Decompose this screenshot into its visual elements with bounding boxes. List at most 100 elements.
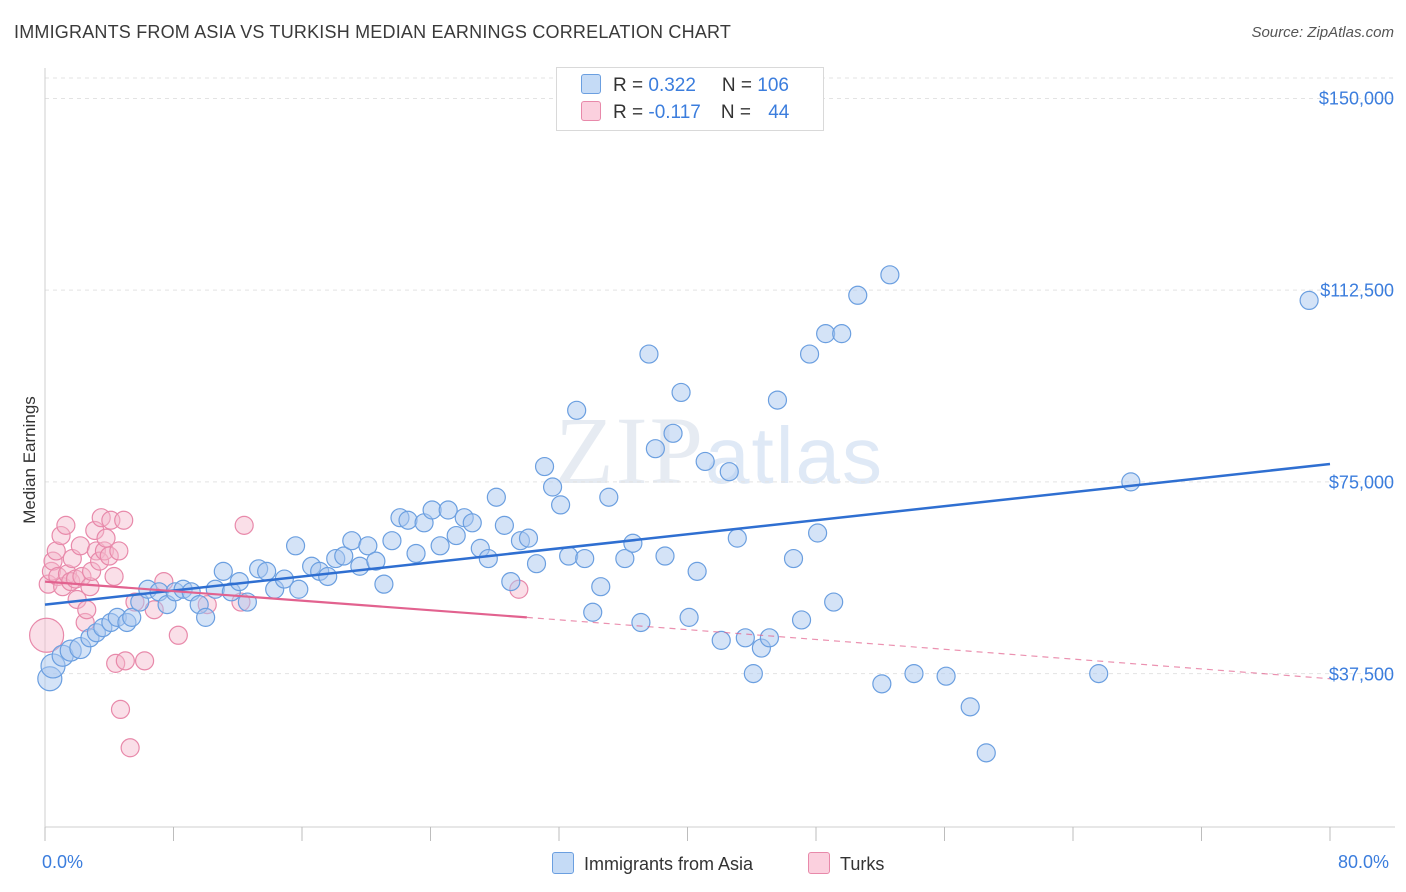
asia-point: [783, 548, 804, 569]
asia-point: [1299, 290, 1319, 310]
asia-point: [478, 548, 498, 569]
asia-point: [711, 630, 731, 650]
turks-point: [110, 699, 131, 720]
asia-point: [486, 487, 506, 507]
y-tick-label: $112,500: [1320, 280, 1394, 301]
asia-point: [438, 500, 458, 520]
asia-point: [583, 602, 603, 622]
asia-point: [559, 546, 579, 566]
turks-swatch-icon: [581, 101, 601, 121]
turks-point: [77, 600, 97, 620]
asia-point: [671, 382, 691, 403]
turks-point: [104, 566, 124, 587]
asia-point: [551, 495, 571, 515]
turks-point: [134, 651, 155, 671]
asia-point: [494, 515, 514, 535]
y-tick-label: $150,000: [1318, 88, 1394, 109]
turks-point: [81, 561, 102, 581]
asia-points: [37, 265, 1319, 763]
turks-point: [114, 510, 134, 530]
turks-point: [56, 515, 76, 535]
asia-point: [695, 451, 715, 472]
asia-point: [213, 561, 233, 581]
asia-point: [735, 628, 755, 648]
asia-point: [350, 556, 370, 576]
turks-point: [115, 651, 135, 671]
y-tick-label: $75,000: [1328, 472, 1394, 493]
legend-item-asia: Immigrants from Asia: [552, 852, 753, 875]
asia-point: [122, 607, 142, 627]
asia-point: [767, 390, 788, 410]
asia-point: [631, 612, 651, 633]
legend-turks-n-value: 44: [768, 102, 790, 123]
legend-asia-r-value: 0.322: [648, 75, 696, 96]
asia-point: [422, 500, 442, 520]
legend-item-turks: Turks: [808, 852, 884, 875]
asia-point: [318, 566, 338, 587]
legend-turks-r-value: -0.117: [648, 102, 701, 123]
asia-point: [526, 554, 547, 574]
x-tick-min: 0.0%: [42, 852, 84, 872]
asia-point: [623, 533, 643, 553]
legend-asia-label: Immigrants from Asia: [584, 854, 754, 874]
turks-point: [168, 625, 188, 645]
legend-asia-n-label: N =: [721, 75, 758, 96]
asia-trend-line: [44, 462, 1331, 606]
source-label: Source: ZipAtlas.com: [1251, 24, 1394, 41]
asia-point: [799, 344, 820, 364]
turks-point: [99, 546, 119, 566]
turks-point: [29, 617, 65, 653]
asia-point: [518, 528, 539, 548]
asia-point: [872, 674, 892, 694]
turks-point: [234, 515, 254, 535]
asia-point: [342, 531, 362, 551]
asia-point: [334, 546, 354, 566]
turks-legend-swatch-icon: [808, 852, 830, 874]
asia-legend-swatch-icon: [552, 852, 574, 874]
legend-row-asia: R = 0.322 N = 106: [581, 74, 789, 102]
trend-lines: [44, 462, 1331, 680]
turks-point: [46, 541, 66, 561]
asia-point: [591, 577, 611, 597]
asia-point: [374, 574, 394, 594]
x-tick-max: 80.0%: [1338, 852, 1390, 872]
turks-point: [109, 541, 129, 561]
axes: [44, 68, 1395, 841]
asia-point: [599, 487, 619, 507]
asia-point: [358, 536, 378, 556]
asia-point: [824, 592, 844, 612]
legend-turks-label: Turks: [840, 854, 885, 874]
asia-point: [743, 664, 763, 684]
asia-point: [687, 561, 707, 581]
asia-point: [816, 324, 836, 344]
asia-swatch-icon: [581, 74, 601, 94]
watermark: ZIPatlas: [555, 395, 884, 506]
asia-point: [655, 546, 675, 566]
turks-trend-line: [44, 580, 527, 619]
asia-point: [759, 628, 780, 648]
asia-point: [406, 543, 426, 564]
legend-turks-n-label: N =: [720, 102, 757, 123]
legend-asia-r-label: R =: [613, 75, 649, 96]
correlation-legend: R = 0.322 N = 106 R = -0.117 N = 44: [556, 67, 824, 131]
asia-point: [976, 743, 996, 763]
turks-point: [86, 541, 107, 561]
chart-title: IMMIGRANTS FROM ASIA VS TURKISH MEDIAN E…: [14, 22, 732, 42]
asia-point: [904, 664, 924, 684]
turks-point: [120, 738, 140, 758]
asia-point: [542, 477, 563, 497]
asia-point: [289, 579, 309, 599]
asia-point: [430, 536, 450, 556]
asia-point: [832, 324, 852, 344]
asia-point: [366, 551, 386, 571]
asia-point: [645, 439, 665, 459]
asia-point: [791, 610, 812, 630]
asia-point: [1089, 664, 1109, 684]
asia-point: [285, 536, 306, 556]
turks-point: [51, 525, 71, 546]
asia-point: [575, 548, 595, 569]
asia-point: [462, 513, 482, 533]
asia-point: [257, 561, 277, 581]
asia-point: [936, 666, 956, 686]
